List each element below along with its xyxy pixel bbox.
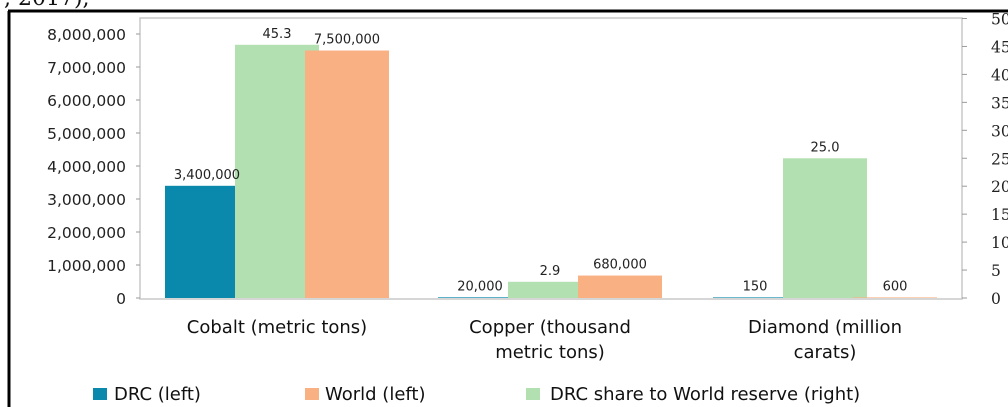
axes-layer: 0 1,000,000 2,000,000 3,000,000 4,000,000 5,0… [47,11,1008,309]
data-label-drc-left: 3,400,000 [174,168,240,183]
right-axis-tick-label: 0 [991,290,1001,308]
right-axis-tick-label: 15 [991,206,1008,224]
left-axis-tick-label: 7,000,000 [47,59,126,77]
right-axis-tick-label: 45 [991,38,1008,56]
data-label-drc-share-to-world-reserve-right: 45.3 [263,27,292,42]
bar-world-left [305,50,389,298]
legend-swatch-drc-left [93,388,107,400]
right-axis-tick-label: 50 [991,11,1008,29]
right-axis-tick-label: 5 [991,262,1001,280]
bar-drc-left [438,297,522,298]
left-axis-tick-label: 0 [116,290,126,308]
bars-layer [165,44,937,299]
left-axis-tick-label: 2,000,000 [47,224,126,242]
right-axis-tick-label: 20 [991,178,1008,196]
bar-drc-share-to-world-reserve-right [508,281,592,298]
right-axis-tick-label: 10 [991,234,1008,252]
right-axis-tick-label: 40 [991,66,1008,84]
left-axis-tick-label: 5,000,000 [47,125,126,143]
data-label-world-left: 7,500,000 [314,33,380,48]
data-label-drc-left: 20,000 [457,279,503,294]
bar-world-left [853,297,937,298]
legend-swatch-world-left [305,388,319,400]
category-label: Diamond (million [748,317,902,338]
bar-world-left [578,275,662,298]
data-label-drc-share-to-world-reserve-right: 25.0 [811,140,840,155]
right-axis-tick-label: 35 [991,94,1008,112]
category-label: Copper (thousand [469,317,631,338]
category-labels-layer: Cobalt (metric tons) Copper (thousand metr… [187,317,902,363]
data-labels-layer: 3,400,000 45.3 7,500,000 20,000 2.9 680,000 15… [174,27,908,295]
left-axis-tick-label: 3,000,000 [47,191,126,209]
right-axis-tick-label: 30 [991,122,1008,140]
legend: DRC (left) World (left) DRC share to World… [93,384,860,405]
left-axis-tick-label: 4,000,000 [47,158,126,176]
left-axis-tick-label: 1,000,000 [47,257,126,275]
data-label-drc-left: 150 [743,279,768,294]
legend-label-drc-share-to-world-reserve-right: DRC share to World reserve (right) [550,384,860,405]
data-label-world-left: 680,000 [593,258,647,273]
category-label: carats) [794,342,857,363]
data-label-drc-share-to-world-reserve-right: 2.9 [540,264,561,279]
legend-label-drc-left: DRC (left) [114,384,201,405]
bar-drc-left [713,297,797,298]
right-axis-tick-label: 25 [991,150,1008,168]
corner-fragment-text: , 2017), [4,0,90,11]
legend-swatch-drc-share-to-world-reserve-right [526,388,540,400]
bar-drc-share-to-world-reserve-right [783,158,867,298]
category-label: metric tons) [495,342,605,363]
legend-label-world-left: World (left) [325,384,426,405]
data-label-world-left: 600 [883,279,908,294]
category-label: Cobalt (metric tons) [187,317,367,338]
left-axis-tick-label: 8,000,000 [47,26,126,44]
left-axis-tick-label: 6,000,000 [47,92,126,110]
